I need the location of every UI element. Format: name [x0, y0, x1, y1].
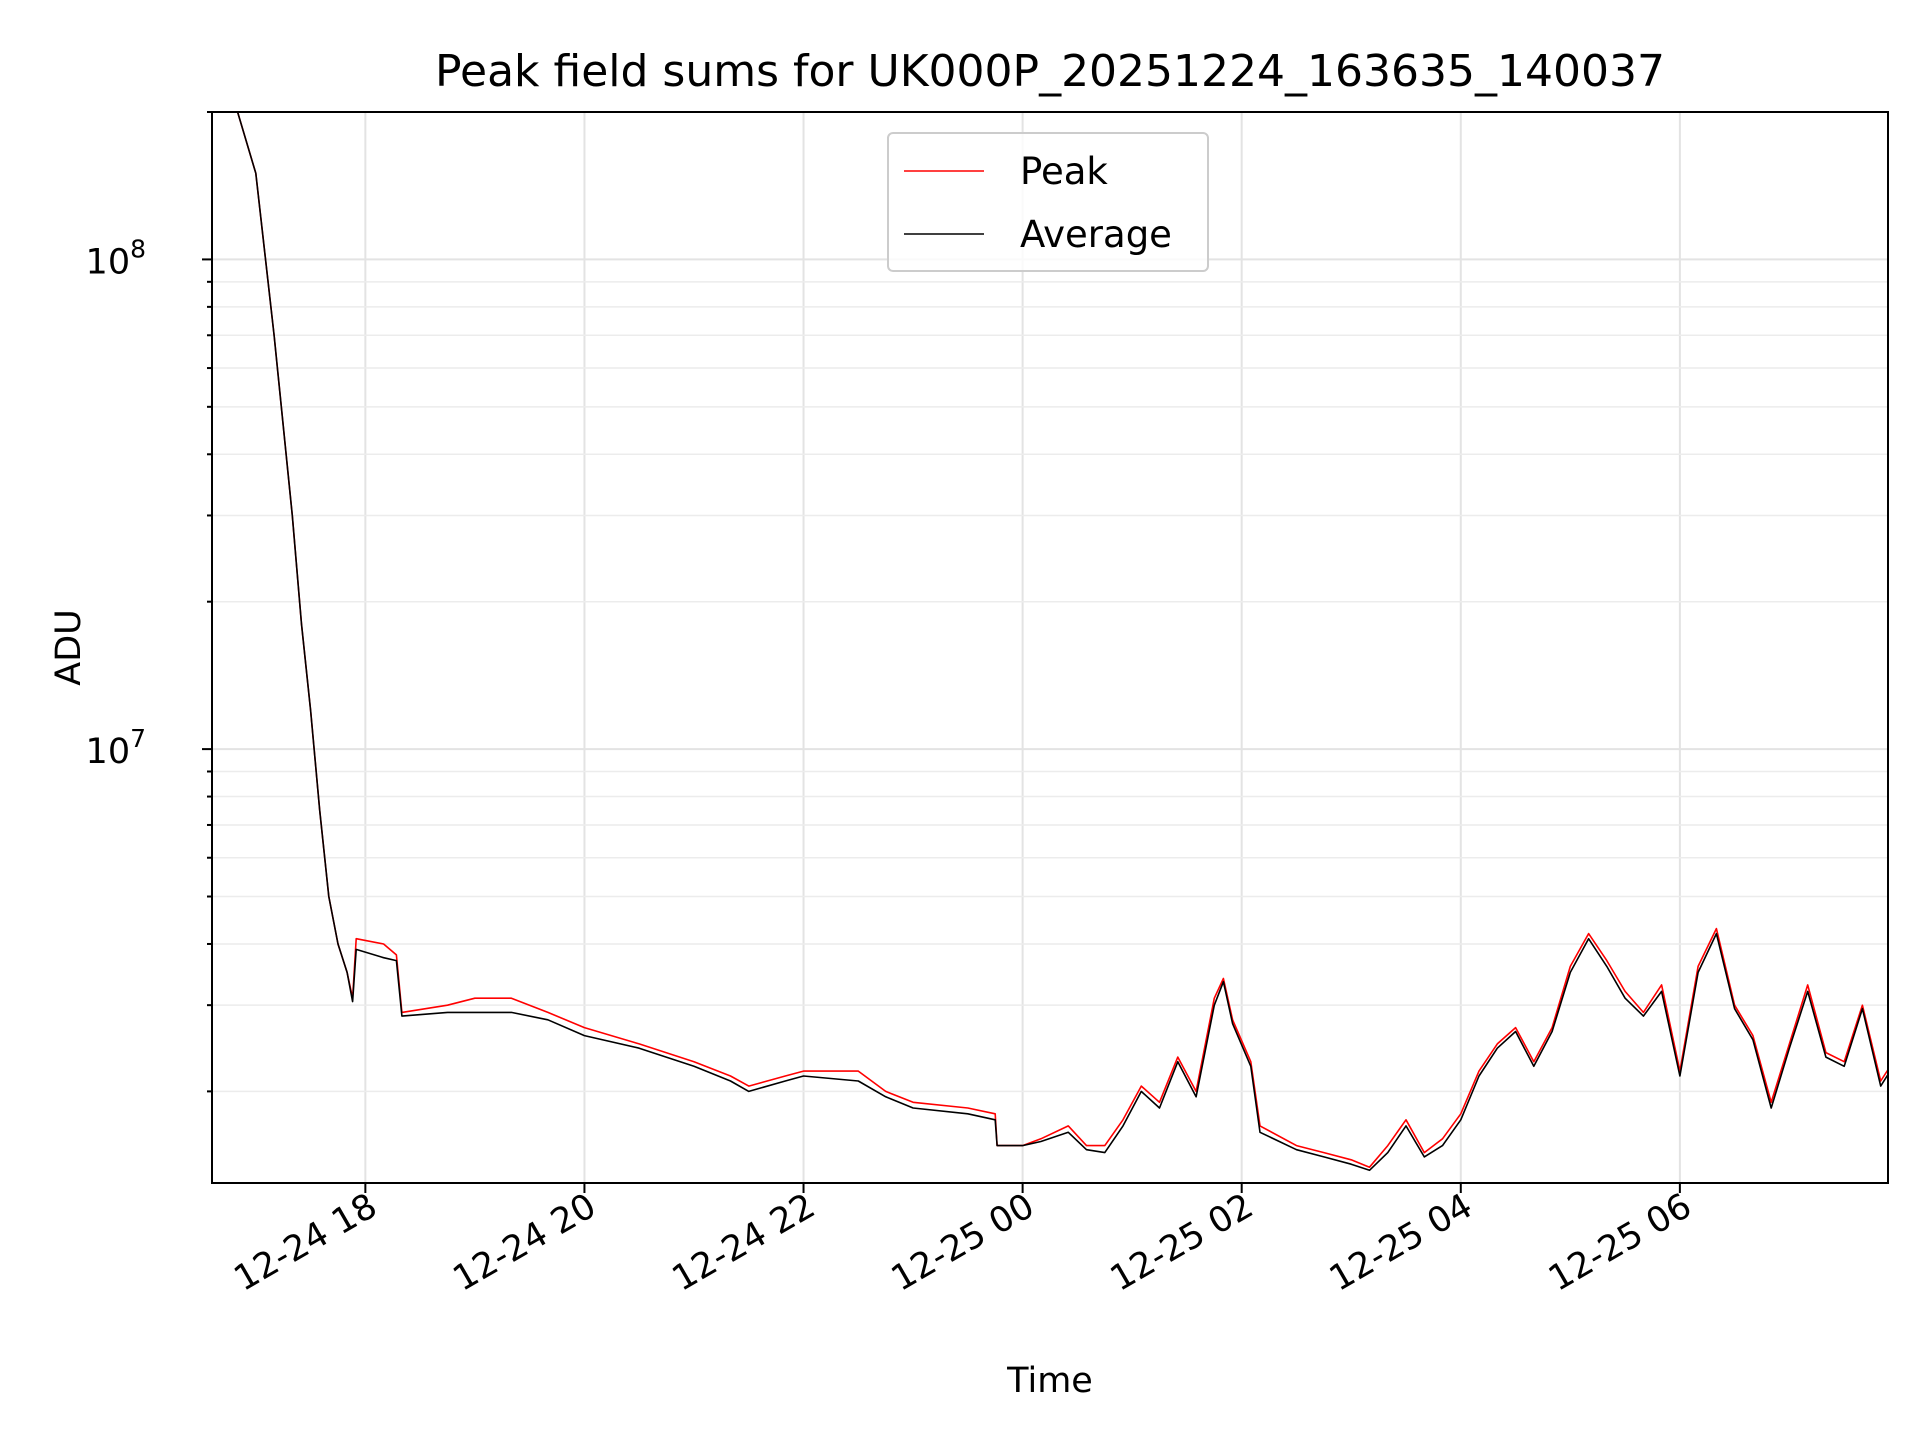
x-tick-label: 12-25 04: [1323, 1186, 1479, 1299]
y-tick-base: 10: [86, 732, 131, 772]
legend-label-average: Average: [1020, 213, 1172, 256]
series-line-peak: [236, 112, 1888, 1168]
y-axis-title: ADU: [49, 609, 89, 686]
series-lines: [236, 112, 1888, 1172]
y-tick-exponent: 7: [130, 724, 146, 753]
chart-title: Peak field sums for UK000P_20251224_1636…: [435, 46, 1665, 97]
x-tick-label: 12-24 18: [228, 1186, 384, 1299]
x-tick-label: 12-25 02: [1104, 1186, 1260, 1299]
grid: [212, 111, 1888, 1183]
legend-box: [887, 132, 1209, 272]
x-tick-label: 12-24 22: [666, 1186, 822, 1299]
y-tick-label: 107: [86, 724, 146, 772]
legend-label-peak: Peak: [1020, 150, 1108, 193]
x-axis-title: Time: [1006, 1361, 1093, 1401]
y-tick-label: 108: [86, 234, 146, 282]
y-tick-exponent: 8: [130, 234, 146, 263]
axis-ticks: 12-24 18 12-24 20 12-24 22 12-25 00 12-25 02…: [86, 111, 1698, 1299]
series-line-average: [236, 112, 1888, 1172]
y-tick-base: 10: [86, 242, 131, 282]
x-tick-label: 12-24 20: [447, 1186, 603, 1299]
x-tick-label: 12-25 00: [885, 1186, 1041, 1299]
legend: Peak Average: [887, 132, 1209, 272]
x-tick-label: 12-25 06: [1542, 1186, 1698, 1299]
plot-frame: [211, 111, 1889, 1184]
